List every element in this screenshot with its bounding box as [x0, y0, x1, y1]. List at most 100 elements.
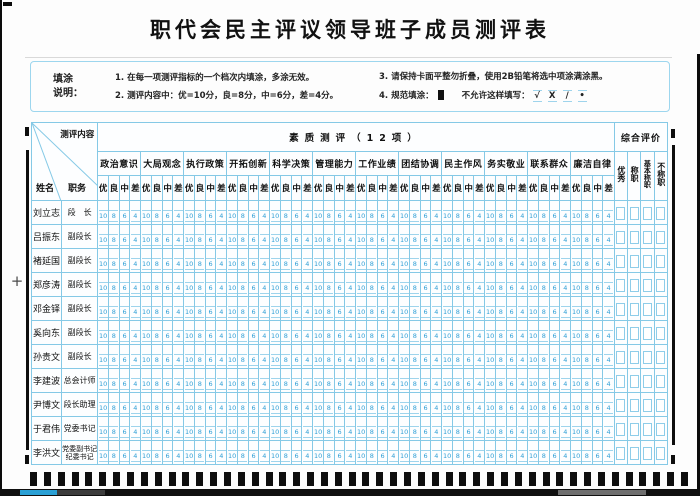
score-bubble-邓金铎-科学决策-差[interactable]: 4 — [302, 306, 312, 318]
score-bubble-尹博文-务实敬业-差[interactable]: 4 — [517, 402, 527, 414]
score-bubble-李建波-政治意识-良[interactable]: 8 — [109, 378, 119, 390]
score-bubble-邓金铎-工作业绩-良[interactable]: 8 — [367, 306, 377, 318]
score-bubble-奚向东-执行政策-良[interactable]: 8 — [195, 330, 205, 342]
score-bubble-刘立志-大局观念-良[interactable]: 8 — [152, 210, 162, 222]
score-bubble-于君伟-管理能力-中[interactable]: 6 — [335, 426, 344, 438]
score-bubble-邓金铎-团结协调-差[interactable]: 4 — [431, 306, 441, 318]
score-bubble-吕振东-政治意识-差[interactable]: 4 — [130, 234, 140, 246]
score-bubble-吕振东-民主作风-良[interactable]: 8 — [453, 234, 463, 246]
score-bubble-褚延国-联系群众-差[interactable]: 4 — [560, 258, 570, 270]
score-bubble-邓金铎-管理能力-差[interactable]: 4 — [345, 306, 355, 318]
score-bubble-尹博文-团结协调-良[interactable]: 8 — [410, 402, 420, 414]
comprehensive-bubble-奚向东-称职[interactable] — [629, 327, 639, 340]
score-bubble-吕振东-开拓创新-良[interactable]: 8 — [238, 234, 248, 246]
score-bubble-孙贵文-开拓创新-良[interactable]: 8 — [238, 354, 248, 366]
score-bubble-奚向东-政治意识-优[interactable]: 10 — [98, 330, 108, 342]
score-bubble-孙贵文-管理能力-中[interactable]: 6 — [335, 354, 344, 366]
score-bubble-刘立志-管理能力-优[interactable]: 10 — [313, 210, 323, 222]
score-bubble-于君伟-工作业绩-良[interactable]: 8 — [367, 426, 377, 438]
score-bubble-奚向东-团结协调-差[interactable]: 4 — [431, 330, 441, 342]
score-bubble-刘立志-开拓创新-中[interactable]: 6 — [249, 210, 258, 222]
score-bubble-吕振东-团结协调-差[interactable]: 4 — [431, 234, 441, 246]
score-bubble-吕振东-联系群众-良[interactable]: 8 — [539, 234, 549, 246]
comprehensive-bubble-郑彦涛-优秀[interactable] — [616, 279, 626, 292]
comprehensive-bubble-吕振东-不称职[interactable] — [656, 231, 666, 244]
score-bubble-郑彦涛-政治意识-差[interactable]: 4 — [130, 282, 140, 294]
comprehensive-bubble-李洪文-不称职[interactable] — [656, 447, 666, 460]
score-bubble-于君伟-政治意识-差[interactable]: 4 — [130, 426, 140, 438]
score-bubble-李建波-科学决策-中[interactable]: 6 — [292, 378, 301, 390]
score-bubble-尹博文-管理能力-中[interactable]: 6 — [335, 402, 344, 414]
comprehensive-bubble-尹博文-称职[interactable] — [629, 399, 639, 412]
score-bubble-奚向东-大局观念-优[interactable]: 10 — [141, 330, 151, 342]
score-bubble-吕振东-开拓创新-差[interactable]: 4 — [259, 234, 269, 246]
score-bubble-邓金铎-民主作风-差[interactable]: 4 — [474, 306, 484, 318]
score-bubble-吕振东-工作业绩-中[interactable]: 6 — [378, 234, 387, 246]
score-bubble-奚向东-务实敬业-良[interactable]: 8 — [496, 330, 506, 342]
score-bubble-邓金铎-开拓创新-差[interactable]: 4 — [259, 306, 269, 318]
score-bubble-吕振东-务实敬业-良[interactable]: 8 — [496, 234, 506, 246]
score-bubble-李建波-民主作风-良[interactable]: 8 — [453, 378, 463, 390]
score-bubble-褚延国-务实敬业-差[interactable]: 4 — [517, 258, 527, 270]
score-bubble-奚向东-务实敬业-优[interactable]: 10 — [485, 330, 495, 342]
score-bubble-吕振东-管理能力-优[interactable]: 10 — [313, 234, 323, 246]
score-bubble-李洪文-廉洁自律-中[interactable]: 6 — [593, 450, 602, 462]
score-bubble-刘立志-管理能力-中[interactable]: 6 — [335, 210, 344, 222]
comprehensive-bubble-刘立志-不称职[interactable] — [656, 207, 666, 220]
score-bubble-褚延国-工作业绩-中[interactable]: 6 — [378, 258, 387, 270]
score-bubble-奚向东-廉洁自律-中[interactable]: 6 — [593, 330, 602, 342]
score-bubble-于君伟-民主作风-差[interactable]: 4 — [474, 426, 484, 438]
score-bubble-于君伟-管理能力-优[interactable]: 10 — [313, 426, 323, 438]
score-bubble-李建波-开拓创新-差[interactable]: 4 — [259, 378, 269, 390]
score-bubble-尹博文-工作业绩-良[interactable]: 8 — [367, 402, 377, 414]
score-bubble-李洪文-工作业绩-良[interactable]: 8 — [367, 450, 377, 462]
score-bubble-尹博文-工作业绩-中[interactable]: 6 — [378, 402, 387, 414]
score-bubble-郑彦涛-科学决策-优[interactable]: 10 — [270, 282, 280, 294]
score-bubble-李建波-管理能力-中[interactable]: 6 — [335, 378, 344, 390]
score-bubble-李建波-团结协调-差[interactable]: 4 — [431, 378, 441, 390]
comprehensive-bubble-吕振东-优秀[interactable] — [616, 231, 626, 244]
score-bubble-于君伟-联系群众-优[interactable]: 10 — [528, 426, 538, 438]
score-bubble-李洪文-管理能力-优[interactable]: 10 — [313, 450, 323, 462]
score-bubble-孙贵文-科学决策-中[interactable]: 6 — [292, 354, 301, 366]
score-bubble-褚延国-开拓创新-优[interactable]: 10 — [227, 258, 237, 270]
score-bubble-李洪文-大局观念-差[interactable]: 4 — [173, 450, 183, 462]
score-bubble-李建波-工作业绩-差[interactable]: 4 — [388, 378, 398, 390]
score-bubble-孙贵文-开拓创新-差[interactable]: 4 — [259, 354, 269, 366]
score-bubble-邓金铎-管理能力-优[interactable]: 10 — [313, 306, 323, 318]
score-bubble-刘立志-工作业绩-中[interactable]: 6 — [378, 210, 387, 222]
score-bubble-郑彦涛-工作业绩-优[interactable]: 10 — [356, 282, 366, 294]
score-bubble-吕振东-廉洁自律-优[interactable]: 10 — [571, 234, 581, 246]
score-bubble-邓金铎-务实敬业-差[interactable]: 4 — [517, 306, 527, 318]
score-bubble-郑彦涛-开拓创新-差[interactable]: 4 — [259, 282, 269, 294]
comprehensive-bubble-郑彦涛-不称职[interactable] — [656, 279, 666, 292]
score-bubble-于君伟-科学决策-良[interactable]: 8 — [281, 426, 291, 438]
score-bubble-邓金铎-管理能力-中[interactable]: 6 — [335, 306, 344, 318]
score-bubble-孙贵文-执行政策-差[interactable]: 4 — [216, 354, 226, 366]
score-bubble-吕振东-民主作风-优[interactable]: 10 — [442, 234, 452, 246]
score-bubble-奚向东-团结协调-良[interactable]: 8 — [410, 330, 420, 342]
score-bubble-褚延国-工作业绩-良[interactable]: 8 — [367, 258, 377, 270]
score-bubble-尹博文-开拓创新-良[interactable]: 8 — [238, 402, 248, 414]
score-bubble-于君伟-大局观念-中[interactable]: 6 — [163, 426, 172, 438]
score-bubble-郑彦涛-管理能力-良[interactable]: 8 — [324, 282, 334, 294]
score-bubble-邓金铎-开拓创新-良[interactable]: 8 — [238, 306, 248, 318]
score-bubble-吕振东-执行政策-优[interactable]: 10 — [184, 234, 194, 246]
comprehensive-bubble-孙贵文-称职[interactable] — [629, 351, 639, 364]
score-bubble-李建波-开拓创新-良[interactable]: 8 — [238, 378, 248, 390]
score-bubble-尹博文-廉洁自律-差[interactable]: 4 — [604, 402, 614, 414]
score-bubble-尹博文-务实敬业-中[interactable]: 6 — [507, 402, 516, 414]
score-bubble-褚延国-科学决策-差[interactable]: 4 — [302, 258, 312, 270]
score-bubble-邓金铎-政治意识-良[interactable]: 8 — [109, 306, 119, 318]
score-bubble-李洪文-政治意识-优[interactable]: 10 — [98, 450, 108, 462]
score-bubble-郑彦涛-廉洁自律-优[interactable]: 10 — [571, 282, 581, 294]
score-bubble-李洪文-政治意识-良[interactable]: 8 — [109, 450, 119, 462]
score-bubble-李洪文-大局观念-良[interactable]: 8 — [152, 450, 162, 462]
score-bubble-吕振东-联系群众-差[interactable]: 4 — [560, 234, 570, 246]
score-bubble-孙贵文-执行政策-中[interactable]: 6 — [206, 354, 215, 366]
comprehensive-bubble-邓金铎-称职[interactable] — [629, 303, 639, 316]
score-bubble-于君伟-团结协调-差[interactable]: 4 — [431, 426, 441, 438]
score-bubble-邓金铎-工作业绩-中[interactable]: 6 — [378, 306, 387, 318]
score-bubble-吕振东-执行政策-中[interactable]: 6 — [206, 234, 215, 246]
score-bubble-褚延国-工作业绩-差[interactable]: 4 — [388, 258, 398, 270]
